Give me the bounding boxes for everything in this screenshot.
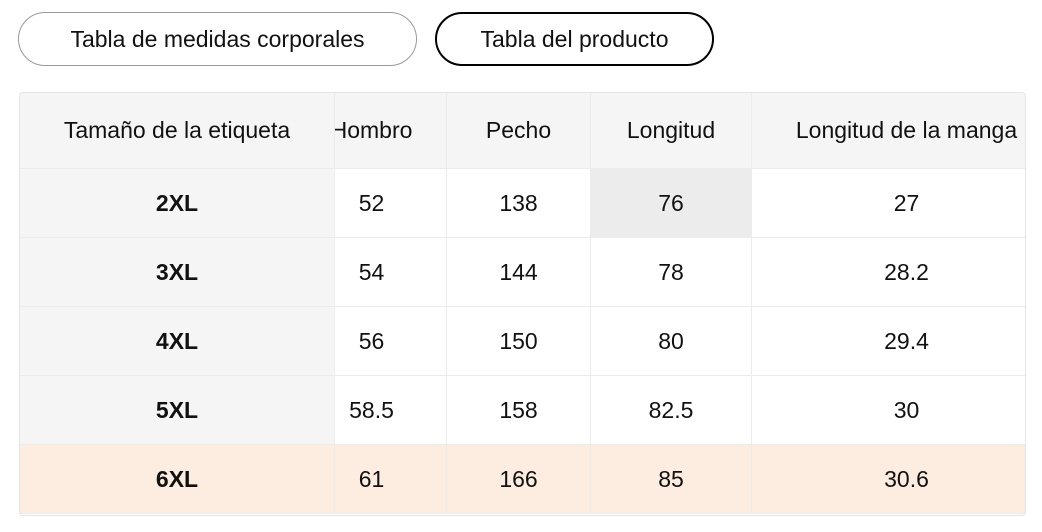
table-cell: 78 [591,238,752,307]
table-cell: 52 [335,169,447,238]
header-cell: Longitud de la manga [752,93,1025,169]
size-label-cell: 2XL [20,169,335,238]
table-cell: 56 [335,307,447,376]
size-label-cell: 3XL [20,238,335,307]
table-cell: 58.5 [335,376,447,445]
table-cell: 138 [447,169,591,238]
size-table: Hombro Pecho Longitud Longitud de la manga 5… [19,92,1026,516]
header-cell: Longitud [591,93,752,169]
table-cell: 82.5 [591,376,752,445]
size-label-cell: 5XL [20,376,335,445]
header-cell: Hombro [335,93,447,169]
table-cell: 158 [447,376,591,445]
table-cell: 85 [591,445,752,514]
tab-button[interactable]: Tabla de medidas corporales [18,12,417,66]
table-cell: 166 [447,445,591,514]
table-cell: 150 [447,307,591,376]
table-cell: 29.4 [752,307,1025,376]
table-scroll-area: Hombro Pecho Longitud Longitud de la manga 5… [335,93,1025,515]
table-cell: 30.6 [752,445,1025,514]
header-cell: Tamaño de la etiqueta [20,93,335,169]
table-cell: 27 [752,169,1025,238]
size-label-cell: 4XL [20,307,335,376]
table-cell: 28.2 [752,238,1025,307]
table-sticky-column: Tamaño de la etiqueta 2XL 3XL 4XL 5XL 6XL [20,93,335,515]
table-cell: 76 [591,169,752,238]
header-cell: Pecho [447,93,591,169]
table-cell: 30 [752,376,1025,445]
table-cell: 61 [335,445,447,514]
table-cell: 54 [335,238,447,307]
tab-button-active[interactable]: Tabla del producto [435,12,714,66]
table-cell: 80 [591,307,752,376]
table-cell: 144 [447,238,591,307]
size-label-cell: 6XL [20,445,335,514]
